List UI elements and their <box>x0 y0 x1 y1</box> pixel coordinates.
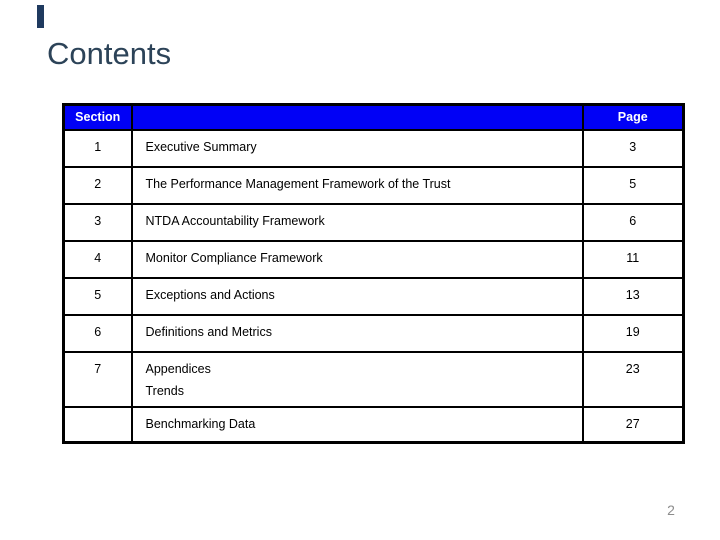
description-cell: Exceptions and Actions <box>130 276 584 316</box>
section-cell: 5 <box>62 276 133 316</box>
header-page: Page <box>581 103 685 131</box>
header-section: Section <box>62 103 133 131</box>
table-header-row: Section Page <box>62 103 685 131</box>
description-cell: Monitor Compliance Framework <box>130 239 584 279</box>
page-cell: 13 <box>581 276 685 316</box>
description-cell: Executive Summary <box>130 128 584 168</box>
page-cell: 6 <box>581 202 685 242</box>
section-cell: 4 <box>62 239 133 279</box>
section-cell: 1 <box>62 128 133 168</box>
table-row: 4 Monitor Compliance Framework 11 <box>62 239 685 279</box>
page-cell: 19 <box>581 313 685 353</box>
section-cell: 7 <box>62 350 133 408</box>
section-cell <box>62 405 133 444</box>
table-row: 5 Exceptions and Actions 13 <box>62 276 685 316</box>
page-cell: 5 <box>581 165 685 205</box>
description-cell: NTDA Accountability Framework <box>130 202 584 242</box>
page-cell: 27 <box>581 405 685 444</box>
section-cell: 6 <box>62 313 133 353</box>
description-cell: Definitions and Metrics <box>130 313 584 353</box>
description-cell: The Performance Management Framework of … <box>130 165 584 205</box>
accent-bar <box>37 5 44 28</box>
table-row: 1 Executive Summary 3 <box>62 128 685 168</box>
table-row: 3 NTDA Accountability Framework 6 <box>62 202 685 242</box>
table-row: 7 Appendices Trends 23 <box>62 350 685 408</box>
section-cell: 3 <box>62 202 133 242</box>
table-row: 6 Definitions and Metrics 19 <box>62 313 685 353</box>
table-row: Benchmarking Data 27 <box>62 405 685 444</box>
page-cell: 23 <box>581 350 685 408</box>
slide-title: Contents <box>47 36 172 71</box>
contents-table: Section Page 1 Executive Summary 3 2 The… <box>62 103 685 444</box>
header-description <box>130 103 584 131</box>
page-cell: 11 <box>581 239 685 279</box>
description-cell: Appendices Trends <box>130 350 584 408</box>
page-number: 2 <box>667 502 675 518</box>
section-cell: 2 <box>62 165 133 205</box>
page-cell: 3 <box>581 128 685 168</box>
table-row: 2 The Performance Management Framework o… <box>62 165 685 205</box>
description-cell: Benchmarking Data <box>130 405 584 444</box>
